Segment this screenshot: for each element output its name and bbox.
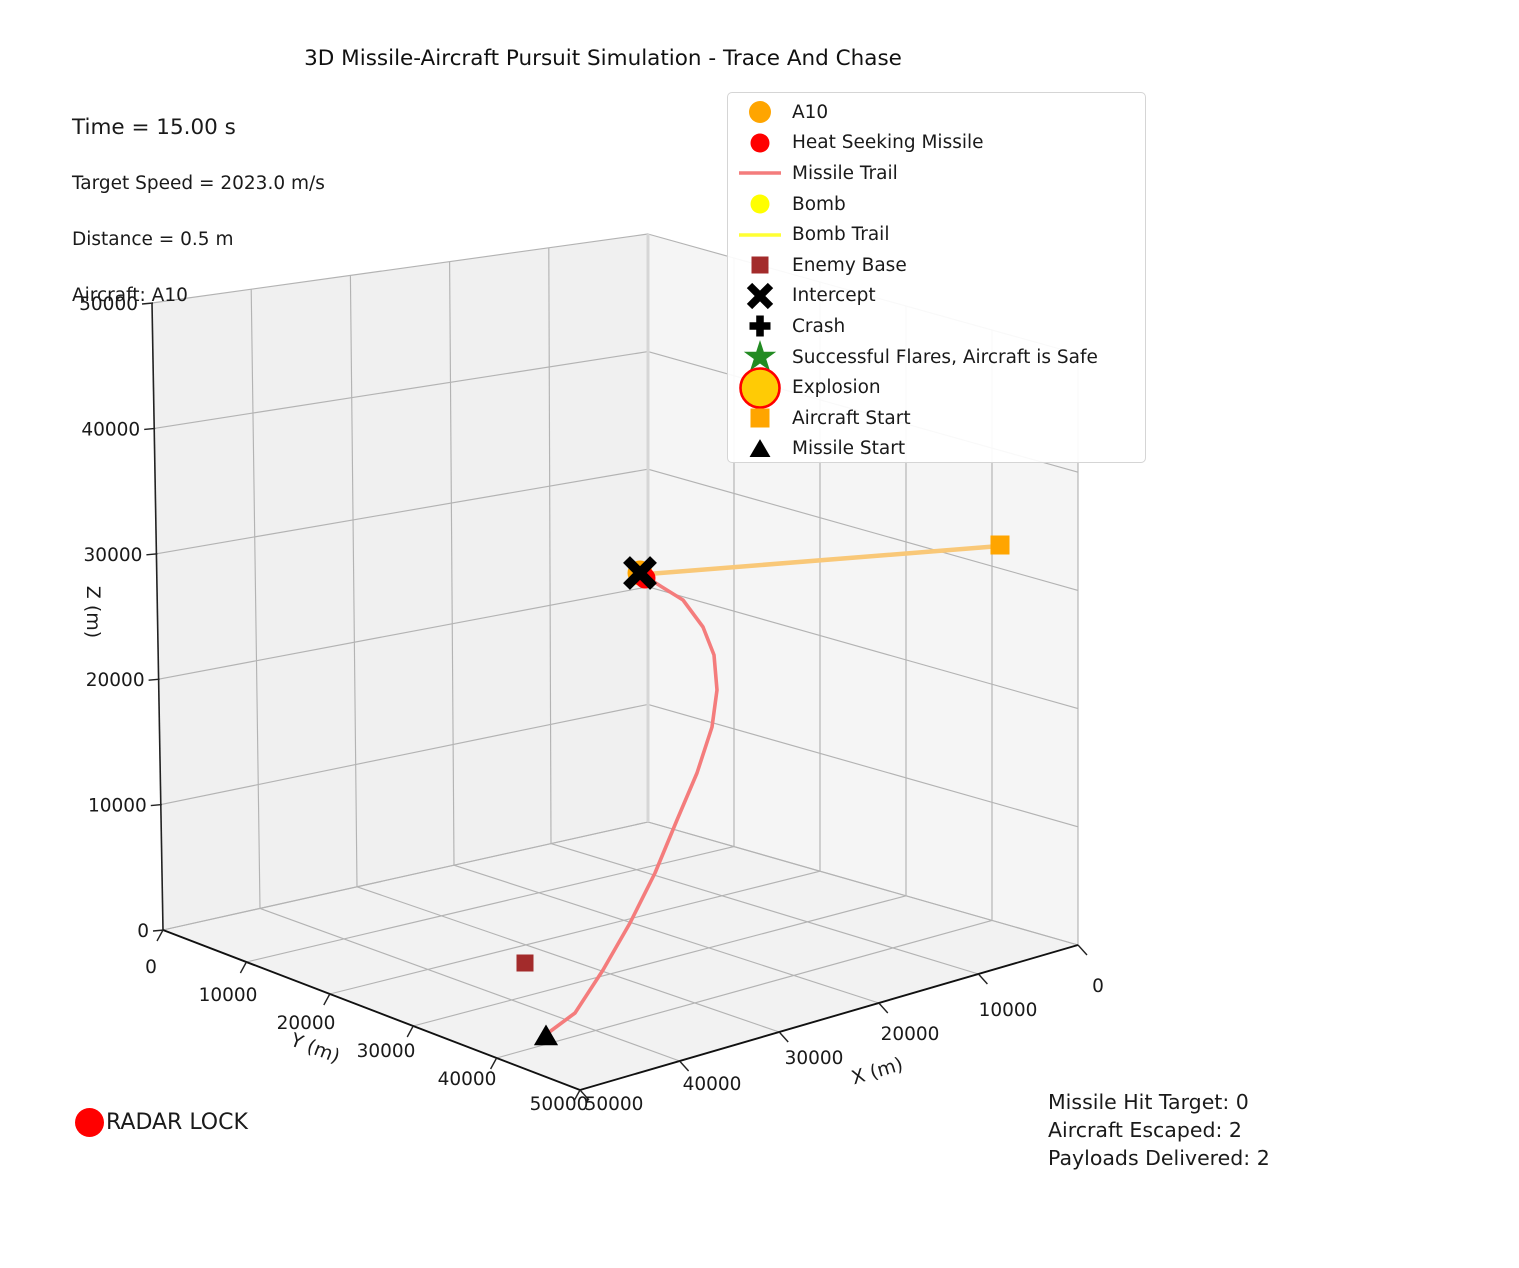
z-tick-label: 50000 [79,294,138,315]
circle-legend-icon [728,97,792,127]
legend-item: Bomb Trail [728,219,1145,250]
legend-item-label: Missile Trail [792,162,898,184]
radar-lock-label: RADAR LOCK [106,1110,248,1135]
legend-item: Crash [728,311,1145,342]
legend: A10 Heat Seeking Missile Missile Trail Bomb… [727,92,1146,463]
y-tick-label: 50000 [530,1094,589,1115]
x-axis-label: X (m) [849,1053,905,1089]
radar-lock-indicator: RADAR LOCK [75,1108,248,1137]
explosion-legend-icon [728,366,792,409]
square-legend-icon [728,403,792,433]
legend-item-label: A10 [792,101,829,123]
z-tick-label: 40000 [81,419,140,440]
aircraft-trail [645,543,1003,577]
time-readout: Time = 15.00 s [72,115,236,140]
legend-item: Successful Flares, Aircraft is Safe [728,340,1145,373]
legend-item-label: Missile Start [792,438,906,460]
plus-legend-icon [728,311,792,341]
legend-item: Intercept [728,281,1145,312]
z-axis-line [151,302,164,931]
aircraft-readout: Aircraft: A10 [72,285,188,306]
x-tick-label: 0 [1092,976,1104,997]
legend-item-label: Crash [792,315,846,337]
intercept-marker [623,556,657,590]
circle-legend-icon [728,128,792,158]
aircraft-start-marker [990,535,1010,555]
triangle-legend-icon [728,434,792,464]
legend-item: Bomb [728,189,1145,220]
x-tick-label: 30000 [785,1048,844,1069]
star-legend-icon [728,340,792,372]
line-legend-icon [728,220,792,250]
missile-start-marker [533,1024,559,1046]
y-tick-label: 30000 [357,1041,416,1062]
z-tick-label: 30000 [84,545,143,566]
x-tick-label: 10000 [979,1000,1038,1021]
distance-readout: Distance = 0.5 m [72,229,234,250]
y-tick-label: 10000 [199,985,258,1006]
z-axis-label: Z (m) [82,586,104,638]
z-tick-label: 10000 [88,796,147,817]
left-pane [152,234,648,930]
legend-item-label: Successful Flares, Aircraft is Safe [792,346,1098,368]
legend-item: Aircraft Start [728,403,1145,434]
legend-item: Explosion [728,366,1145,409]
legend-item-label: Explosion [792,377,881,399]
tick-marks [141,302,1088,1102]
missile-trail [546,576,719,1035]
stat-aircraft-escaped: Aircraft Escaped: 2 [1048,1118,1242,1142]
legend-item: A10 [728,97,1145,128]
y-tick-label: 20000 [277,1013,336,1034]
legend-item-label: Aircraft Start [792,407,911,429]
line-legend-icon [728,158,792,188]
y-tick-label: 40000 [438,1069,497,1090]
tick-labels: 0 10000 20000 30000 40000 50000 0 10000 20000 300… [79,294,1104,1115]
legend-item: Heat Seeking Missile [728,128,1145,159]
figure-title: 3D Missile-Aircraft Pursuit Simulation -… [304,46,902,71]
enemy-base-marker [516,954,534,972]
target-speed-readout: Target Speed = 2023.0 m/s [72,173,325,194]
stat-payloads-delivered: Payloads Delivered: 2 [1048,1146,1270,1170]
mission-stats: Missile Hit Target: 0 Aircraft Escaped: … [1048,1088,1270,1172]
y-axis-line [162,929,581,1091]
legend-item-label: Intercept [792,285,876,307]
square-legend-icon [728,250,792,280]
radar-lock-icon [75,1108,104,1137]
y-axis-label: Y (m) [286,1029,342,1068]
circle-legend-icon [728,189,792,219]
legend-item: Missile Trail [728,158,1145,189]
x-tick-label: 50000 [585,1094,644,1115]
floor-pane [163,822,1078,1090]
legend-item: Missile Start [728,434,1145,465]
legend-item: Enemy Base [728,250,1145,281]
y-tick-label: 0 [145,957,157,978]
z-tick-label: 20000 [86,670,145,691]
x-tick-label: 20000 [881,1024,940,1045]
x-tick-label: 40000 [683,1074,742,1095]
legend-item-label: Bomb Trail [792,224,890,246]
z-tick-label: 0 [137,921,149,942]
stat-missile-hit-target: Missile Hit Target: 0 [1048,1090,1249,1114]
legend-item-label: Heat Seeking Missile [792,132,984,154]
x-legend-icon [728,281,792,311]
x-axis-line [579,944,1079,1091]
legend-item-label: Enemy Base [792,254,907,276]
legend-item-label: Bomb [792,193,846,215]
